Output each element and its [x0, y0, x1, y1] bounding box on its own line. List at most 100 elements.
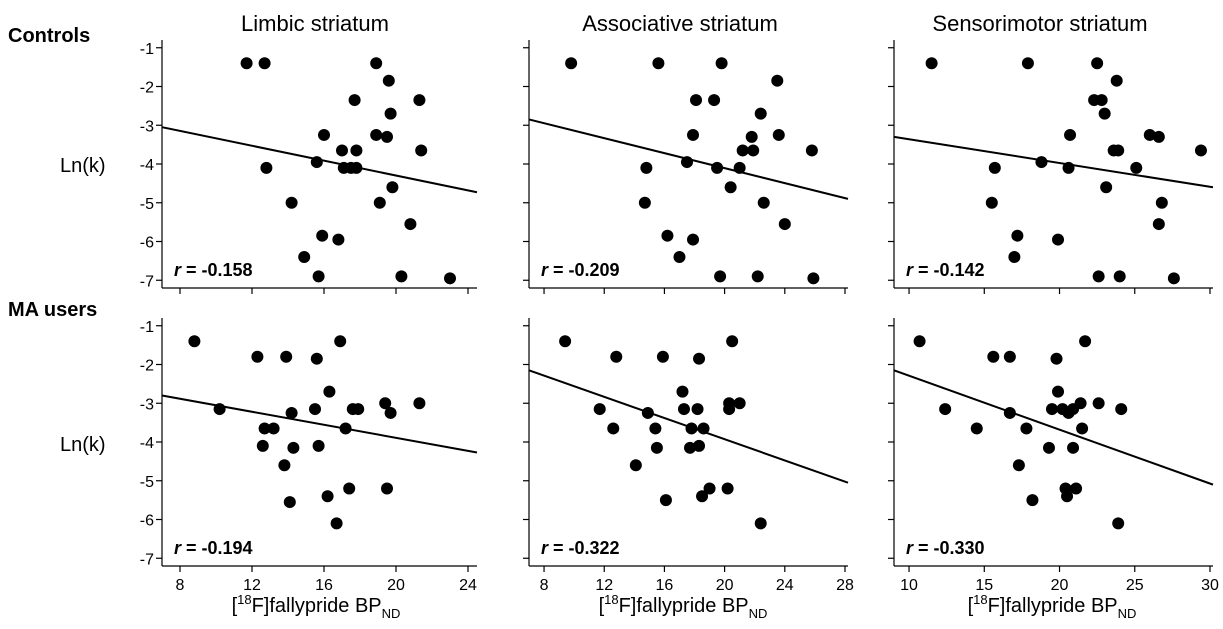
data-point: [1045, 403, 1058, 416]
data-point: [287, 441, 300, 454]
data-point: [321, 490, 334, 503]
data-point: [251, 350, 264, 363]
data-point: [661, 229, 674, 242]
correlation-label: r = -0.142: [906, 260, 985, 280]
data-point: [684, 441, 697, 454]
data-point: [1076, 422, 1089, 435]
data-point: [1092, 270, 1105, 283]
data-point: [1011, 229, 1024, 242]
data-point: [334, 335, 347, 348]
data-point: [754, 517, 767, 530]
data-point: [381, 482, 393, 495]
data-point: [258, 422, 271, 435]
data-point: [687, 128, 700, 141]
data-point: [298, 251, 311, 263]
data-point: [213, 403, 226, 416]
data-point: [771, 74, 784, 87]
data-point: [693, 352, 706, 365]
data-point: [638, 196, 651, 209]
panel-ma-users-limbic: -1 -2 -3 -4 -5 -6 -7 8 12 16 20 24 r = -0.194: [140, 318, 478, 594]
data-point: [565, 57, 578, 70]
data-point: [336, 144, 348, 157]
data-point: [1079, 335, 1092, 348]
data-point: [913, 335, 926, 348]
data-point: [1091, 57, 1104, 70]
data-point: [607, 422, 620, 435]
data-point: [1155, 196, 1168, 209]
data-point: [696, 490, 709, 503]
y-tick-label: -6: [140, 513, 154, 530]
data-point: [352, 403, 365, 416]
data-point: [650, 441, 663, 454]
correlation-label: r = -0.194: [174, 538, 253, 558]
data-point: [413, 94, 426, 107]
data-point: [1115, 403, 1128, 416]
data-point: [1070, 482, 1083, 495]
column-title-limbic: Limbic striatum: [241, 11, 389, 36]
data-point: [1067, 441, 1080, 454]
data-point: [693, 439, 706, 452]
y-tick-label: -6: [140, 235, 154, 252]
data-point: [687, 233, 700, 246]
correlation-label: r = -0.209: [541, 260, 620, 280]
data-point: [283, 496, 296, 509]
data-point: [680, 156, 693, 169]
data-point: [1112, 517, 1125, 530]
x-tick-label: 15: [975, 577, 993, 594]
data-point: [1050, 352, 1063, 365]
x-tick-label: 25: [1126, 577, 1144, 594]
data-point: [260, 161, 273, 174]
x-tick-label: 16: [315, 577, 333, 594]
data-point: [381, 130, 393, 143]
y-axis-label-controls: Ln(k): [60, 155, 106, 177]
data-point: [395, 270, 408, 283]
correlation-label: r = -0.330: [906, 538, 985, 558]
data-point: [925, 57, 938, 70]
data-point: [690, 94, 703, 107]
data-point: [691, 403, 704, 416]
data-point: [724, 181, 737, 194]
data-point: [757, 196, 770, 209]
x-tick-label: 30: [1201, 577, 1219, 594]
data-point: [970, 422, 983, 435]
data-point: [1012, 459, 1025, 472]
panel-ma-users-associative: 8 12 16 20 24 28 r = -0.322: [523, 318, 854, 594]
data-point: [1113, 270, 1126, 283]
data-point: [1074, 397, 1087, 410]
data-point: [697, 422, 710, 435]
data-point: [370, 128, 383, 141]
y-tick-label: -1: [140, 41, 154, 58]
data-point: [733, 161, 746, 174]
data-point: [1098, 107, 1111, 120]
data-point: [384, 107, 397, 120]
regression-line: [893, 369, 1214, 486]
data-point: [1092, 397, 1105, 410]
y-tick-label: -5: [140, 196, 154, 213]
data-point: [673, 251, 686, 263]
data-point: [318, 128, 330, 141]
data-point: [267, 422, 280, 435]
data-point: [1008, 251, 1021, 263]
data-point: [610, 350, 623, 363]
data-point: [641, 406, 654, 419]
data-point: [258, 57, 271, 70]
data-point: [1110, 74, 1123, 87]
data-point: [280, 350, 293, 363]
y-tick-label: -1: [140, 319, 154, 336]
data-point: [1112, 144, 1125, 157]
data-point: [629, 459, 642, 472]
y-tick-label: -5: [140, 474, 154, 491]
data-point: [348, 94, 361, 107]
data-point: [323, 385, 336, 398]
x-tick-label: 24: [459, 577, 477, 594]
data-point: [1062, 161, 1075, 174]
data-point: [778, 218, 791, 231]
data-point: [703, 482, 716, 495]
data-point: [1194, 144, 1207, 157]
y-tick-label: -7: [140, 551, 154, 568]
x-tick-label: 8: [176, 577, 185, 594]
data-point: [649, 422, 662, 435]
x-tick-label: 10: [900, 577, 918, 594]
x-tick-label: 12: [595, 577, 613, 594]
x-tick-label: 20: [387, 577, 405, 594]
